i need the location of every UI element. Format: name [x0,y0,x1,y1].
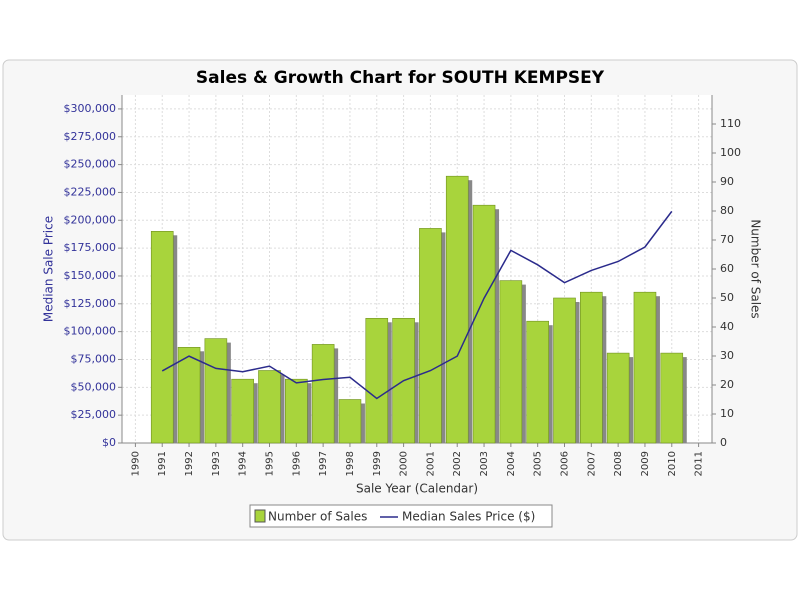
y-tick-label: $75,000 [71,352,117,365]
y2-tick-label: 20 [720,378,734,391]
legend-swatch [254,509,266,523]
y2-tick-label: 90 [720,175,734,188]
x-tick-label: 2005 [533,451,544,476]
bar [258,370,281,444]
bar [311,344,335,444]
x-tick-label: 1992 [184,451,195,476]
y2-tick-label: 10 [720,407,734,420]
bar [177,346,201,444]
bar [472,204,496,444]
x-axis-label: Sale Year (Calendar) [356,482,478,496]
bar [660,352,684,444]
x-tick-label: 2003 [479,451,490,476]
y2-tick-label: 30 [720,349,734,362]
y2-tick-label: 50 [720,291,734,304]
x-tick-label: 2011 [694,451,705,476]
x-tick-label: 1999 [372,451,383,476]
x-tick-label: 2009 [640,451,651,476]
y-tick-label: $250,000 [64,158,117,171]
y-tick-label: $125,000 [64,297,117,310]
x-tick-label: 2006 [560,451,571,476]
y2-tick-label: 110 [720,117,741,130]
bar [338,399,362,444]
bar [445,175,469,444]
legend [249,504,553,528]
x-tick-label: 1995 [265,451,276,476]
bar [580,291,603,444]
bar [231,378,254,444]
y-tick-label: $225,000 [64,185,117,198]
x-tick-label: 1998 [345,451,356,476]
legend-label: Median Sales Price ($) [402,510,535,524]
x-tick-label: 2000 [399,451,410,476]
bar [499,280,523,444]
y-tick-label: $50,000 [71,380,117,393]
x-tick-label: 1997 [318,451,329,476]
bar [606,352,630,444]
bar [285,378,308,444]
bar [419,228,442,444]
y-tick-label: $200,000 [64,213,117,226]
y-tick-label: $100,000 [64,325,117,338]
y2-tick-label: 100 [720,146,741,159]
legend-label: Number of Sales [268,510,367,524]
x-tick-label: 1996 [291,451,302,476]
y-tick-label: $0 [102,436,116,449]
bar [553,297,576,444]
x-tick-label: 1993 [211,451,222,476]
x-tick-label: 1991 [157,451,168,476]
y-axis-label: Median Sale Price [42,216,56,322]
x-tick-label: 2008 [613,451,624,476]
bar [633,291,657,444]
y2-tick-label: 70 [720,233,734,246]
y-tick-label: $150,000 [64,269,117,282]
x-tick-label: 1994 [238,451,249,476]
x-tick-label: 2002 [452,451,463,476]
y2-axis-label: Number of Sales [749,219,763,318]
y-tick-label: $300,000 [64,102,117,115]
y-tick-label: $25,000 [71,408,117,421]
x-tick-label: 2010 [667,451,678,476]
y-tick-label: $175,000 [64,241,117,254]
x-tick-label: 2004 [506,451,517,476]
bar [204,338,228,444]
line [161,210,673,400]
y2-tick-label: 60 [720,262,734,275]
y2-tick-label: 80 [720,204,734,217]
x-tick-label: 1990 [130,451,141,476]
y2-tick-label: 40 [720,320,734,333]
x-tick-label: 2007 [586,451,597,476]
bar [526,320,549,444]
chart-title: Sales & Growth Chart for SOUTH KEMPSEY [196,68,605,88]
x-tick-label: 2001 [425,451,436,476]
bar [365,317,389,444]
bar [150,231,174,444]
y2-tick-label: 0 [720,436,727,449]
y-tick-label: $275,000 [64,130,117,143]
